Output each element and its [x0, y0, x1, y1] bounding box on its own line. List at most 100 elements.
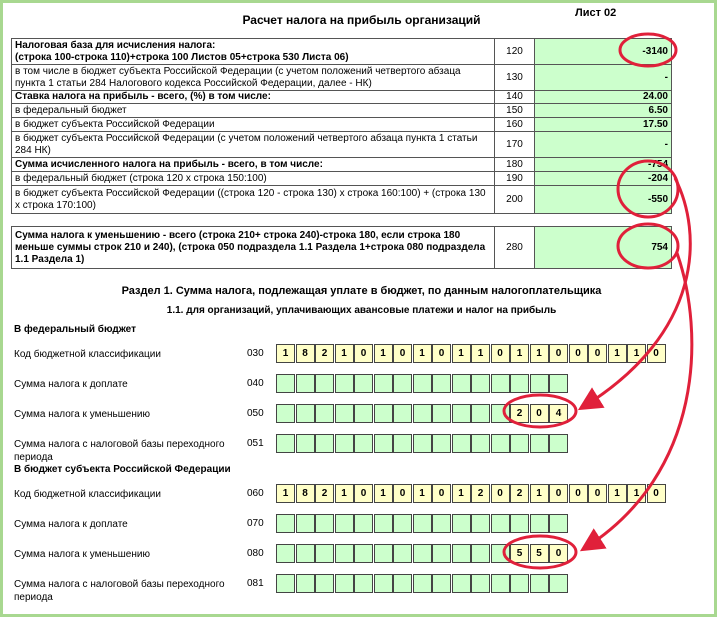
digit-cell	[373, 544, 393, 563]
row-label: в том числе в бюджет субъекта Российской…	[11, 64, 495, 91]
highlight-circle	[616, 222, 680, 270]
digit-cell	[451, 574, 471, 593]
field-code: 060	[247, 488, 264, 499]
digit-cell: 1	[451, 484, 471, 503]
digit-cell	[354, 514, 373, 533]
digit-cell	[373, 574, 393, 593]
table-row: Сумма исчисленного налога на прибыль - в…	[11, 157, 672, 172]
field-code: 051	[247, 438, 264, 449]
digit-cell	[490, 514, 510, 533]
section-title: Раздел 1. Сумма налога, подлежащая уплат…	[121, 285, 602, 297]
table-row: в бюджет субъекта Российской Федерации (…	[11, 185, 672, 214]
row-value: -204	[534, 171, 672, 186]
digit-cell: 4	[549, 404, 568, 423]
digit-cell	[510, 514, 529, 533]
field-label: Сумма налога к уменьшению	[14, 549, 150, 560]
field-code: 030	[247, 348, 264, 359]
annotations	[502, 32, 694, 570]
digit-cell	[529, 574, 549, 593]
digit-cell: 0	[549, 344, 568, 363]
digit-cell	[334, 574, 354, 593]
field-code: 070	[247, 518, 264, 529]
field-code: 081	[247, 578, 264, 589]
row-code: 280	[494, 226, 535, 269]
digit-cell	[412, 434, 432, 453]
digit-cell: 0	[490, 344, 510, 363]
digit-cell: 1	[607, 344, 627, 363]
digit-cell	[529, 514, 549, 533]
group-title: В бюджет субъекта Российской Федерации	[14, 464, 231, 475]
digit-cell	[412, 544, 432, 563]
digit-cell: 1	[276, 484, 295, 503]
digit-cell	[490, 374, 510, 393]
highlight-circle	[616, 159, 680, 219]
digit-cell	[510, 434, 529, 453]
digit-cell: 0	[393, 484, 412, 503]
digit-cell: 8	[295, 344, 315, 363]
digit-cell	[490, 574, 510, 593]
digit-cell: 2	[315, 484, 334, 503]
digit-cell: 5	[529, 544, 549, 563]
digit-cell	[334, 404, 354, 423]
digit-cell	[295, 514, 315, 533]
arrow	[577, 177, 692, 411]
group-title: В федеральный бюджет	[14, 324, 136, 335]
digit-cell	[432, 434, 451, 453]
digit-cell: 0	[490, 484, 510, 503]
row-value: 6.50	[534, 103, 672, 118]
digit-cell: 1	[412, 344, 432, 363]
digit-cell	[393, 374, 412, 393]
digit-cell	[510, 574, 529, 593]
digit-cell	[529, 374, 549, 393]
digit-cell	[334, 374, 354, 393]
field-label: Код бюджетной классификации	[14, 489, 161, 500]
digit-cell	[451, 434, 471, 453]
table-row: в бюджет субъекта Российской Федерации (…	[11, 131, 672, 158]
digit-cell: 8	[295, 484, 315, 503]
digit-cell	[529, 434, 549, 453]
digit-cell	[451, 514, 471, 533]
digit-cell	[295, 404, 315, 423]
digit-cell: 0	[568, 484, 588, 503]
digit-cell	[432, 574, 451, 593]
digit-cell	[412, 374, 432, 393]
digit-cell	[354, 374, 373, 393]
digit-cell	[432, 404, 451, 423]
digit-cell	[432, 544, 451, 563]
digit-cell	[315, 404, 334, 423]
table-row: в федеральный бюджет (строка 120 х строк…	[11, 171, 672, 186]
digit-cell	[334, 434, 354, 453]
digit-cell	[451, 544, 471, 563]
digit-cell	[432, 514, 451, 533]
digit-cell	[315, 374, 334, 393]
row-label: в бюджет субъекта Российской Федерации (…	[11, 131, 495, 158]
digit-cell	[393, 574, 412, 593]
digit-cell: 1	[529, 344, 549, 363]
digit-cell: 2	[315, 344, 334, 363]
digit-cell	[393, 514, 412, 533]
digit-cell	[549, 374, 568, 393]
digit-cell: 0	[432, 344, 451, 363]
digit-cell	[276, 404, 295, 423]
digit-cell: 2	[510, 404, 529, 423]
field-label: Сумма налога к уменьшению	[14, 409, 150, 420]
digit-cell	[471, 574, 490, 593]
data-table: Налоговая база для исчисления налога: (ст…	[11, 38, 672, 214]
digit-cell: 1	[334, 484, 354, 503]
row-value: -3140	[534, 38, 672, 65]
label-line: (строка 100-строка 110)+строка 100 Листо…	[15, 51, 349, 63]
digit-cell	[471, 544, 490, 563]
field-label: Сумма налога с налоговой базы переходног…	[14, 439, 225, 463]
section-subtitle: 1.1. для организаций, уплачивающих аванс…	[166, 305, 557, 316]
table-row: в том числе в бюджет субъекта Российской…	[11, 64, 672, 91]
digit-cell	[315, 514, 334, 533]
row-value: -	[534, 64, 672, 91]
digit-cell: 0	[354, 344, 373, 363]
field-label: Сумма налога к доплате	[14, 379, 128, 390]
digit-cell	[276, 514, 295, 533]
field-label: Сумма налога с налоговой базы переходног…	[14, 579, 225, 603]
digit-cell	[373, 434, 393, 453]
field-label: Сумма налога к доплате	[14, 519, 128, 530]
label-line: Налоговая база для исчисления налога:	[15, 39, 216, 51]
